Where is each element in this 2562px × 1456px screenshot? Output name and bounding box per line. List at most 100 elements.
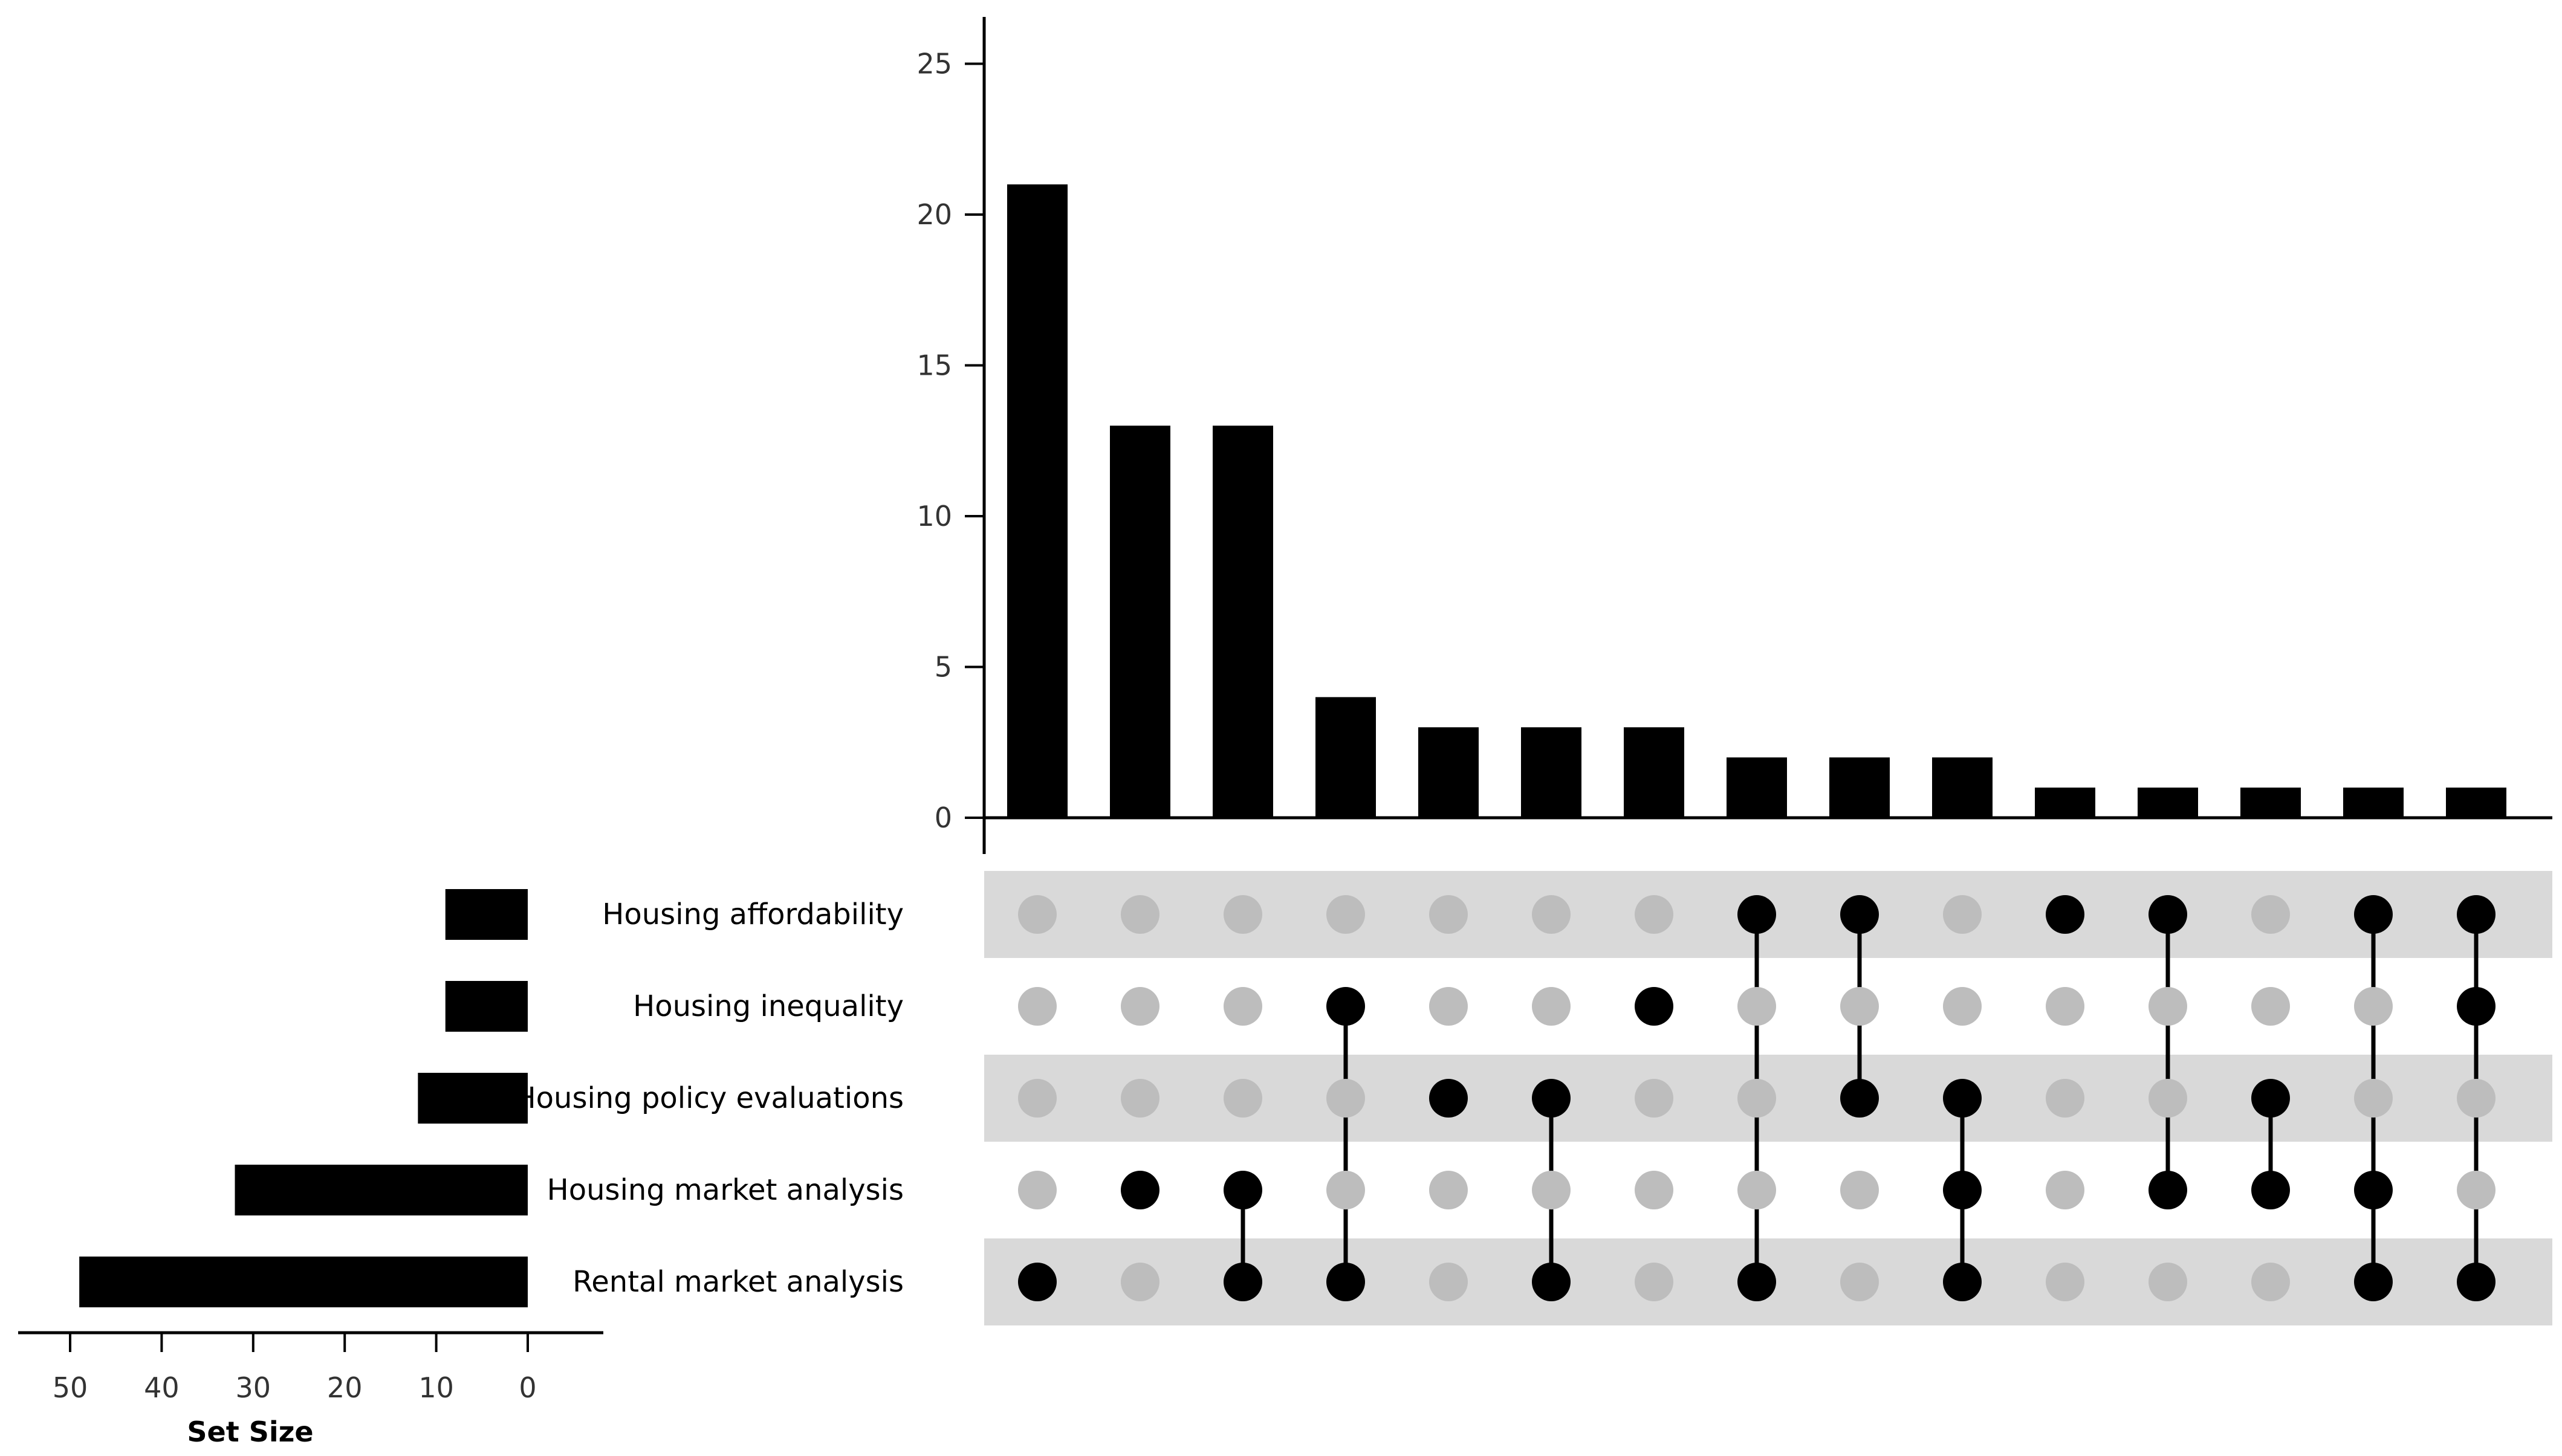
intersection-bar [1418, 727, 1479, 818]
matrix-dot-active [1532, 1263, 1571, 1301]
intersection-bar [2343, 788, 2404, 818]
matrix-dot-active [1943, 1263, 1982, 1301]
matrix-dot-inactive [1121, 987, 1159, 1026]
intersection-bar [1932, 757, 1993, 818]
matrix-dot-active [1840, 1079, 1879, 1118]
matrix-dot-inactive [1635, 1079, 1673, 1118]
matrix-dot-inactive [1326, 1079, 1365, 1118]
set-size-tick-label: 40 [144, 1371, 180, 1404]
matrix-dot-inactive [1737, 987, 1776, 1026]
intersection-bar [1315, 697, 1376, 818]
matrix-dot-inactive [1532, 987, 1571, 1026]
matrix-dot-active [2251, 1079, 2290, 1118]
matrix-dot-inactive [1840, 987, 1879, 1026]
matrix-dot-active [1635, 987, 1673, 1026]
matrix-dot-inactive [1429, 895, 1468, 934]
set-size-bar [418, 1073, 528, 1124]
matrix-dot-active [1224, 1171, 1262, 1209]
set-size-bar [445, 889, 528, 940]
matrix-dot-active [1121, 1171, 1159, 1209]
matrix-dot-inactive [1326, 895, 1365, 934]
matrix-dot-inactive [1532, 1171, 1571, 1209]
matrix-dot-inactive [2251, 895, 2290, 934]
set-size-tick-label: 20 [327, 1371, 363, 1404]
matrix-dot-active [1429, 1079, 1468, 1118]
matrix-dot-inactive [1121, 895, 1159, 934]
matrix-dot-active [2354, 1171, 2393, 1209]
set-size-tick-label: 50 [53, 1371, 88, 1404]
matrix-dot-inactive [1943, 895, 1982, 934]
matrix-dot-inactive [1018, 1171, 1057, 1209]
set-size-bar [235, 1165, 528, 1215]
set-size-tick-label: 10 [418, 1371, 454, 1404]
matrix-dot-active [2354, 895, 2393, 934]
matrix-dot-inactive [1018, 1079, 1057, 1118]
matrix-dot-inactive [1737, 1079, 1776, 1118]
matrix-dot-active [2046, 895, 2084, 934]
matrix-dot-active [1737, 895, 1776, 934]
matrix-dot-inactive [2457, 1079, 2496, 1118]
matrix-dot-inactive [1635, 1171, 1673, 1209]
matrix-dot-inactive [1429, 1263, 1468, 1301]
intersection-bar [2240, 788, 2301, 818]
matrix-dot-inactive [2046, 1263, 2084, 1301]
matrix-dot-active [2149, 1171, 2187, 1209]
matrix-dot-active [1018, 1263, 1057, 1301]
y-tick-label: 25 [916, 48, 952, 80]
matrix-dot-inactive [2046, 987, 2084, 1026]
matrix-dot-inactive [1224, 987, 1262, 1026]
matrix-dot-active [1224, 1263, 1262, 1301]
set-label: Housing policy evaluations [514, 1081, 904, 1115]
intersection-bar [1521, 727, 1581, 818]
y-tick-label: 0 [935, 801, 952, 834]
matrix-dot-active [2251, 1171, 2290, 1209]
matrix-dot-inactive [1429, 1171, 1468, 1209]
matrix-dot-inactive [2354, 1079, 2393, 1118]
matrix-dot-active [1326, 1263, 1365, 1301]
intersection-bar [1727, 757, 1787, 818]
matrix-dot-inactive [1224, 895, 1262, 934]
matrix-dot-active [1326, 987, 1365, 1026]
matrix-dot-active [1532, 1079, 1571, 1118]
set-size-axis: Set Size 50 40 30 20 10 0 [18, 1331, 603, 1448]
matrix-dot-inactive [1635, 1263, 1673, 1301]
set-size-axis-title: Set Size [187, 1416, 313, 1448]
set-size-bars [79, 889, 528, 1307]
intersection-bar [1007, 184, 1068, 818]
matrix-dot-inactive [1018, 895, 1057, 934]
matrix-dot-active [2457, 895, 2496, 934]
set-label: Rental market analysis [572, 1265, 904, 1299]
set-size-tick-label: 0 [519, 1371, 536, 1404]
set-label: Housing market analysis [547, 1173, 904, 1207]
matrix-dot-active [1943, 1171, 1982, 1209]
intersection-bar [2035, 788, 2095, 818]
matrix-dot-inactive [1840, 1263, 1879, 1301]
intersection-bar [1829, 757, 1890, 818]
intersection-bars [1007, 184, 2506, 818]
matrix-dot-active [2354, 1263, 2393, 1301]
matrix-dot-active [1737, 1263, 1776, 1301]
matrix-dot-active [2149, 895, 2187, 934]
matrix-dot-inactive [1635, 895, 1673, 934]
intersection-bar [1624, 727, 1684, 818]
y-tick-label: 20 [916, 198, 952, 231]
matrix-dot-inactive [1121, 1263, 1159, 1301]
matrix-dot-inactive [1121, 1079, 1159, 1118]
matrix-dot-inactive [1429, 987, 1468, 1026]
matrix-dot-inactive [2149, 987, 2187, 1026]
intersection-bar [2138, 788, 2198, 818]
matrix-dot-inactive [1326, 1171, 1365, 1209]
matrix-dot-inactive [2251, 987, 2290, 1026]
intersection-size-axis: 0 5 10 15 20 25 [916, 17, 2552, 854]
matrix-dot-inactive [1840, 1171, 1879, 1209]
set-labels: Housing affordability Housing inequality H… [514, 898, 904, 1299]
y-tick-label: 10 [916, 500, 952, 532]
matrix-dot-inactive [1224, 1079, 1262, 1118]
matrix-dot-inactive [1018, 987, 1057, 1026]
set-size-bar [79, 1257, 528, 1307]
matrix-dot-inactive [2046, 1079, 2084, 1118]
y-tick-label: 15 [916, 349, 952, 382]
matrix-dot-inactive [1943, 987, 1982, 1026]
matrix-dot-active [1943, 1079, 1982, 1118]
